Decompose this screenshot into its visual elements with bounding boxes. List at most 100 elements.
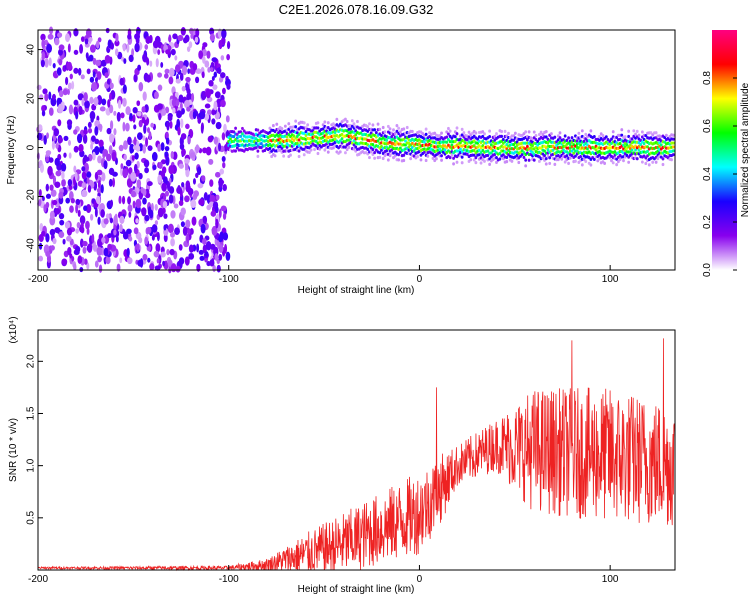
heatmap-cell	[271, 124, 275, 128]
heatmap-cell	[565, 138, 569, 142]
heatmap-cell	[438, 147, 442, 151]
heatmap-cell	[102, 149, 109, 157]
heatmap-cell	[665, 133, 668, 137]
heatmap-cell	[142, 91, 147, 101]
heatmap-cell	[109, 199, 114, 208]
heatmap-cell	[474, 156, 478, 160]
heatmap-cell	[498, 151, 502, 155]
heatmap-cell	[610, 159, 613, 163]
heatmap-cell	[186, 84, 190, 95]
heatmap-cell	[151, 234, 155, 241]
heatmap-cell	[62, 187, 68, 196]
heatmap-cell	[45, 150, 52, 156]
heatmap-cell	[93, 145, 100, 156]
heatmap-cell	[525, 144, 529, 149]
heatmap-cell	[220, 205, 227, 212]
heatmap-cell	[69, 73, 73, 80]
heatmap-cell	[323, 148, 327, 152]
heatmap-cell	[235, 146, 239, 150]
heatmap-cell	[639, 142, 643, 147]
heatmap-cell	[280, 127, 284, 131]
heatmap-cell	[119, 224, 123, 233]
heatmap-cell	[589, 129, 593, 133]
heatmap-cell	[178, 200, 184, 206]
heatmap-cell	[332, 122, 335, 126]
heatmap-cell	[80, 36, 85, 42]
heatmap-cell	[225, 251, 231, 261]
heatmap-cell	[278, 148, 282, 152]
heatmap-cell	[179, 143, 185, 151]
heatmap-cell	[109, 92, 112, 102]
heatmap-cell	[568, 142, 572, 147]
heatmap-cell	[222, 87, 226, 95]
heatmap-cell	[316, 126, 320, 130]
heatmap-cell	[537, 159, 541, 163]
heatmap-cell	[424, 132, 428, 136]
heatmap-cell	[398, 146, 402, 150]
heatmap-cell	[86, 227, 90, 235]
y-tick-label: 1.5	[26, 406, 37, 420]
heatmap-cell	[500, 129, 504, 134]
heatmap-cell	[49, 228, 56, 236]
heatmap-cell	[234, 149, 237, 153]
heatmap-cell	[273, 154, 277, 158]
heatmap-cell	[189, 228, 194, 235]
heatmap-cell	[60, 163, 67, 172]
heatmap-cell	[191, 92, 195, 103]
heatmap-cell	[133, 73, 138, 83]
heatmap-cell	[385, 138, 389, 142]
heatmap-cell	[48, 91, 52, 100]
heatmap-cell	[637, 144, 641, 149]
heatmap-cell	[104, 54, 111, 64]
heatmap-cell	[107, 233, 112, 239]
heatmap-cell	[472, 144, 476, 148]
heatmap-cell	[215, 121, 222, 130]
heatmap-cell	[83, 205, 88, 212]
heatmap-cell	[179, 102, 183, 110]
heatmap-cell	[402, 127, 406, 131]
heatmap-cell	[467, 130, 471, 134]
heatmap-cell	[381, 156, 385, 161]
heatmap-cell	[268, 146, 272, 151]
heatmap-cell	[69, 205, 74, 213]
heatmap-cell	[460, 133, 464, 137]
heatmap-cell	[349, 127, 352, 131]
heatmap-cell	[144, 236, 149, 245]
heatmap-cell	[186, 233, 190, 244]
heatmap-cell	[376, 122, 380, 126]
heatmap-cell	[555, 140, 558, 144]
heatmap-cell	[584, 137, 588, 141]
heatmap-cell	[472, 158, 476, 162]
heatmap-cell	[39, 94, 44, 101]
heatmap-cell	[388, 127, 392, 131]
heatmap-cell	[136, 179, 142, 189]
heatmap-cell	[611, 161, 615, 165]
heatmap-cell	[89, 76, 95, 83]
heatmap-cell	[89, 110, 96, 121]
heatmap-cell	[52, 237, 57, 245]
heatmap-cell	[67, 43, 71, 53]
heatmap-cell	[495, 132, 498, 136]
heatmap-cell	[383, 130, 387, 134]
heatmap-cell	[205, 146, 212, 156]
heatmap-cell	[125, 122, 130, 132]
heatmap-cell	[409, 156, 413, 161]
heatmap-cell	[44, 93, 49, 102]
heatmap-cell	[472, 153, 476, 157]
heatmap-cell	[176, 110, 183, 119]
y-tick-label: 40	[26, 44, 37, 56]
heatmap-cell	[170, 232, 175, 238]
heatmap-cell	[613, 143, 617, 147]
heatmap-cell	[86, 262, 90, 270]
heatmap-cell	[178, 94, 184, 103]
heatmap-cell	[663, 135, 667, 140]
heatmap-cell	[91, 233, 95, 244]
snr-x-label: Height of straight line (km)	[298, 584, 415, 595]
heatmap-cell	[45, 193, 52, 199]
heatmap-cell	[166, 181, 171, 192]
heatmap-cell	[589, 163, 593, 167]
heatmap-cell	[198, 50, 204, 60]
heatmap-cell	[154, 220, 159, 226]
heatmap-cell	[184, 34, 190, 43]
heatmap-cell	[520, 149, 524, 153]
